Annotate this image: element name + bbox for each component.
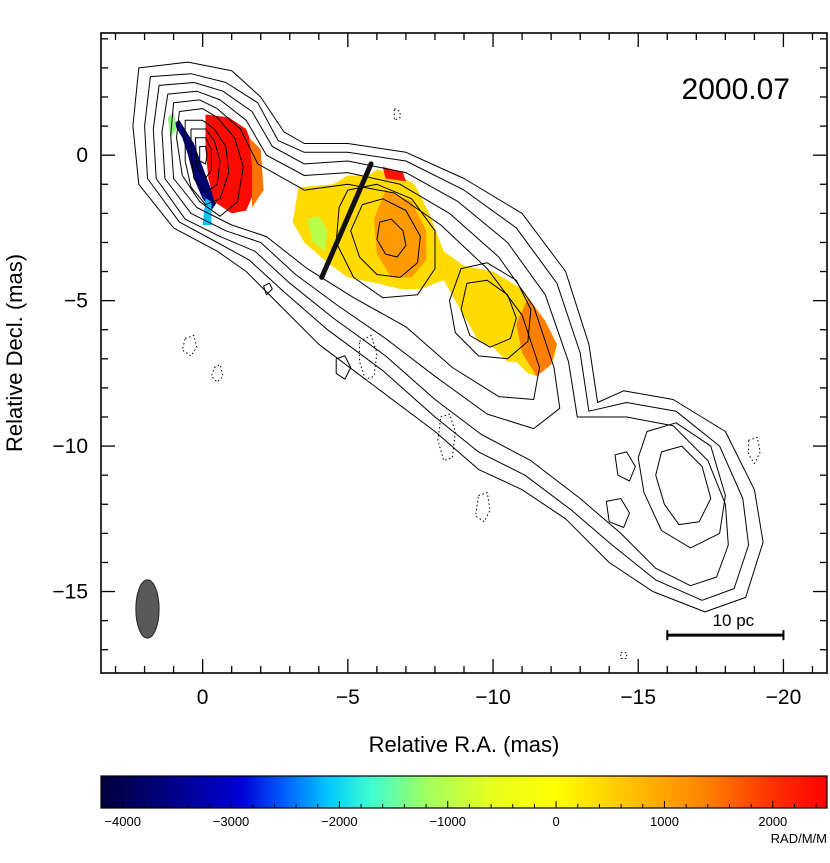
profile-cut-line — [319, 161, 374, 280]
rm-region-core-green — [167, 111, 177, 138]
colorbar-tick-label: −4000 — [104, 814, 141, 829]
contour-positive-6 — [184, 119, 230, 206]
contour-positive-20 — [263, 282, 273, 296]
colorbar-tick-label: 2000 — [758, 814, 787, 829]
rm-region-core-negative — [173, 120, 218, 211]
contour-positive-15 — [637, 422, 726, 549]
y-tick-label: 0 — [76, 144, 88, 167]
axis-ticks — [101, 33, 827, 673]
colorbar-tick-labels: −4000 −3000 −2000 −1000 0 1000 2000 — [104, 814, 787, 829]
contour-positive-2 — [152, 82, 729, 587]
colorbar-tick-label: −3000 — [213, 814, 250, 829]
colorbar-unit: RAD/M/M — [771, 831, 827, 846]
contour-positive-9 — [199, 146, 208, 165]
axis-tick-labels: 0 −5 −10 −15 −20 0 −5 −10 −15 — [52, 144, 801, 709]
intensity-contours — [132, 61, 764, 659]
y-tick-label: −10 — [52, 435, 88, 458]
rm-region-jet-yellow-body — [292, 169, 557, 377]
contour-positive-18 — [605, 498, 630, 528]
x-tick-label: −5 — [336, 686, 360, 709]
colorbar-tick-label: −2000 — [321, 814, 358, 829]
contour-positive-10 — [335, 183, 436, 299]
contour-positive-12 — [376, 218, 407, 258]
y-tick-label: −5 — [64, 290, 88, 313]
rm-region-core-cyan — [196, 193, 212, 225]
contour-positive-13 — [449, 262, 532, 360]
contour-positive-11 — [350, 198, 421, 278]
contour-positive-19 — [335, 355, 352, 380]
contour-positive-17 — [614, 451, 636, 482]
colorbar-tick-label: −1000 — [429, 814, 466, 829]
rm-region-core-positive — [205, 114, 255, 214]
y-axis-title: Relative Decl. (mas) — [2, 254, 27, 452]
colorbar-tick-label: 1000 — [650, 814, 679, 829]
contour-negative-4 — [475, 491, 491, 523]
colorbar-ticks — [122, 801, 817, 808]
y-tick-label: −15 — [52, 581, 88, 604]
contour-positive-1 — [144, 73, 750, 601]
rm-region-jet-orange-tail — [516, 297, 557, 377]
contour-positive-16 — [655, 445, 712, 526]
colorbar-tick-label: 0 — [552, 814, 559, 829]
x-tick-label: −20 — [766, 686, 802, 709]
x-axis-title: Relative R.A. (mas) — [369, 732, 560, 757]
contour-positive-8 — [194, 137, 212, 179]
x-tick-label: −15 — [620, 686, 656, 709]
contour-positive-3 — [161, 90, 561, 430]
colorbar: −4000 −3000 −2000 −1000 0 1000 2000 RAD/M/M — [100, 775, 828, 846]
colorbar-gradient — [100, 775, 828, 809]
contour-negative-5 — [748, 436, 761, 465]
contour-negative-7 — [620, 652, 628, 659]
scale-bar-label: 10 pc — [713, 611, 755, 630]
rm-region-core-orange-fringe — [249, 137, 264, 208]
x-tick-label: 0 — [197, 686, 209, 709]
rm-region-jet-orange-knot — [374, 190, 427, 278]
scale-bar: 10 pc — [666, 611, 785, 641]
contour-positive-14 — [460, 279, 517, 348]
contour-negative-0 — [181, 334, 198, 357]
contour-negative-2 — [359, 334, 378, 380]
contour-positive-5 — [176, 108, 244, 217]
contour-negative-1 — [210, 363, 224, 383]
contour-negative-6 — [393, 107, 401, 122]
contour-negative-3 — [437, 413, 456, 462]
contour-positive-7 — [190, 128, 221, 194]
contour-positive-4 — [170, 99, 540, 400]
rm-region-jet-red-edge — [382, 166, 406, 182]
epoch-label: 2000.07 — [682, 73, 790, 106]
rotation-measure-map — [167, 111, 557, 377]
x-tick-label: −10 — [475, 686, 511, 709]
rm-region-jet-green-patch — [307, 216, 328, 252]
beam-ellipse — [135, 579, 160, 639]
